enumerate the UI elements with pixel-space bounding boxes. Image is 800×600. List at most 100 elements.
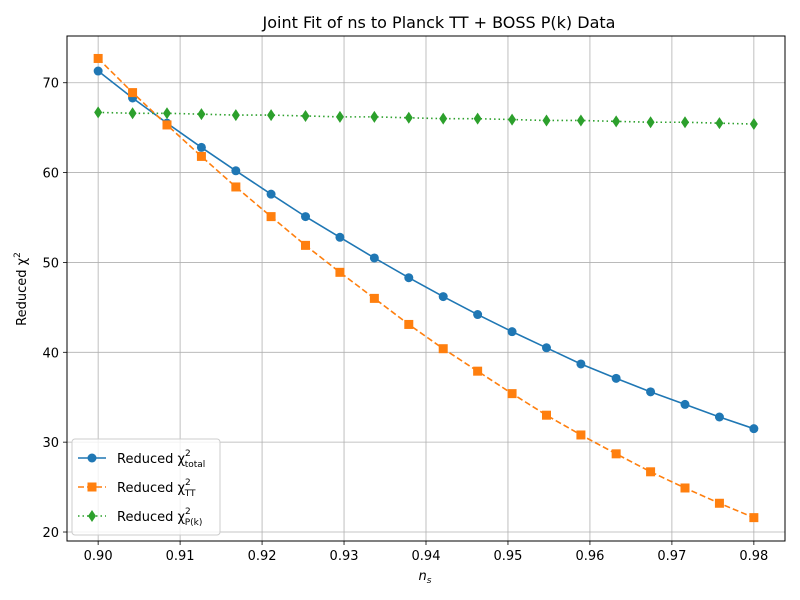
- data-point-tt: [162, 120, 172, 130]
- data-point-pk: [162, 107, 171, 120]
- data-point-tt: [128, 88, 138, 98]
- data-point-total: [404, 273, 414, 283]
- data-point-tt: [335, 267, 345, 277]
- series-pk: [94, 106, 758, 131]
- y-tick-label: 40: [42, 346, 59, 361]
- data-point-total: [680, 399, 690, 409]
- legend-label-sub: P(k): [185, 518, 203, 528]
- data-point-tt: [473, 366, 483, 376]
- data-point-total: [646, 387, 656, 397]
- legend-item-total: Reduced χ2 total: [78, 449, 205, 470]
- data-point-tt: [646, 467, 656, 477]
- data-point-total: [301, 212, 311, 222]
- legend-label-tt: Reduced χ2 TT: [117, 478, 196, 499]
- y-tick-label: 60: [42, 167, 59, 182]
- data-point-pk: [612, 115, 621, 128]
- data-point-total: [196, 142, 206, 152]
- data-point-total: [438, 292, 448, 302]
- x-tick-label: 0.91: [166, 549, 195, 564]
- data-point-tt: [231, 182, 241, 192]
- data-point-total: [335, 232, 345, 242]
- data-point-pk: [335, 110, 344, 123]
- data-point-pk: [542, 114, 551, 127]
- data-point-tt: [196, 151, 206, 161]
- legend-label-total: Reduced χ2 total: [117, 449, 205, 470]
- data-point-tt: [438, 344, 448, 354]
- data-point-pk: [646, 116, 655, 129]
- x-axis-label-sub: s: [427, 576, 432, 586]
- data-point-tt: [404, 319, 414, 329]
- y-axis-label-sup: 2: [13, 252, 23, 258]
- data-point-total: [93, 66, 103, 76]
- x-tick-label: 0.98: [739, 549, 768, 564]
- data-point-pk: [576, 114, 585, 127]
- data-point-pk: [267, 109, 276, 122]
- legend-item-pk: Reduced χ2 P(k): [78, 507, 202, 528]
- data-point-tt: [266, 212, 276, 222]
- x-tick-label: 0.92: [248, 549, 277, 564]
- legend-marker-pk: [88, 510, 96, 522]
- legend-label-main: Reduced χ: [117, 481, 185, 496]
- data-point-tt: [541, 410, 551, 420]
- data-point-pk: [231, 109, 240, 122]
- legend-label-sub: TT: [184, 489, 196, 499]
- x-axis-label-main: n: [419, 569, 427, 584]
- data-point-total: [266, 189, 276, 199]
- legend-label-sup: 2: [185, 478, 191, 488]
- data-point-tt: [301, 240, 311, 250]
- legend-label-pk: Reduced χ2 P(k): [117, 507, 202, 528]
- data-point-tt: [507, 389, 517, 399]
- data-point-pk: [94, 106, 103, 119]
- data-point-total: [611, 373, 621, 383]
- legend-label-sup: 2: [185, 449, 191, 459]
- data-point-total: [473, 310, 483, 320]
- legend-label-sup: 2: [185, 507, 191, 517]
- data-point-pk: [508, 113, 517, 126]
- series-line-total: [97, 70, 755, 430]
- data-point-tt: [680, 483, 690, 493]
- x-tick-label: 0.95: [493, 549, 522, 564]
- series-line-pk: [98, 111, 754, 125]
- x-axis-ticks: 0.90 0.91 0.92 0.93 0.94 0.95 0.96 0.97 0.98: [84, 541, 768, 564]
- chart-title: Joint Fit of ns to Planck TT + BOSS P(k)…: [262, 13, 616, 32]
- y-tick-label: 20: [42, 526, 59, 541]
- data-point-tt: [93, 53, 103, 63]
- x-axis-label: ns: [419, 569, 432, 586]
- x-tick-label: 0.90: [84, 549, 113, 564]
- series-group: [93, 53, 759, 523]
- x-tick-label: 0.96: [575, 549, 604, 564]
- data-point-pk: [404, 111, 413, 124]
- data-point-pk: [301, 109, 310, 122]
- data-point-total: [369, 253, 379, 263]
- y-tick-label: 50: [42, 256, 59, 271]
- legend-label-main: Reduced χ: [117, 452, 185, 467]
- x-tick-label: 0.94: [412, 549, 441, 564]
- x-tick-label: 0.97: [657, 549, 686, 564]
- data-point-total: [231, 166, 241, 176]
- data-point-pk: [370, 110, 379, 123]
- legend-box: [71, 438, 221, 536]
- legend-marker-tt: [87, 482, 97, 492]
- legend-label-sub: total: [185, 460, 206, 470]
- legend-item-tt: Reduced χ2 TT: [78, 478, 196, 499]
- y-axis-label: Reduced χ2: [13, 252, 30, 326]
- legend-marker-total: [87, 453, 97, 463]
- data-point-total: [714, 412, 724, 422]
- data-point-pk: [715, 117, 724, 130]
- data-point-tt: [714, 498, 724, 508]
- data-point-total: [541, 343, 551, 353]
- data-point-pk: [197, 108, 206, 121]
- y-tick-label: 30: [42, 436, 59, 451]
- data-point-pk: [439, 112, 448, 125]
- data-point-tt: [749, 513, 759, 523]
- data-point-total: [576, 359, 586, 369]
- data-point-tt: [576, 430, 586, 440]
- data-point-total: [749, 424, 759, 434]
- series-tt: [93, 53, 759, 523]
- data-point-tt: [611, 449, 621, 459]
- data-point-pk: [473, 112, 482, 125]
- data-point-pk: [128, 107, 137, 120]
- data-point-pk: [681, 116, 690, 129]
